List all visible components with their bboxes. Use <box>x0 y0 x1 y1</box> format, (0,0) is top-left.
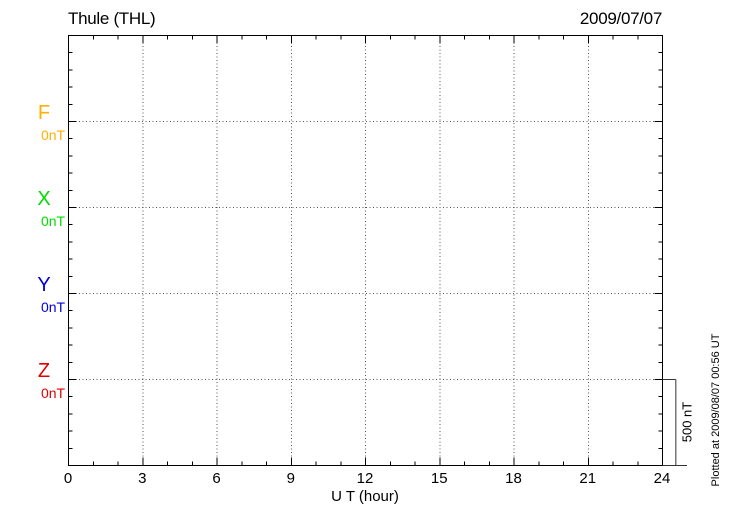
x-tick-label: 15 <box>430 470 448 487</box>
chart-title: Thule (THL) <box>68 9 156 28</box>
x-tick-label: 24 <box>653 470 671 487</box>
x-tick-label: 9 <box>286 470 295 487</box>
series-name-label: Y <box>37 274 51 296</box>
x-tick-label: 6 <box>212 470 221 487</box>
series-name-label: X <box>37 188 51 210</box>
x-tick-label: 12 <box>356 470 374 487</box>
series-baseline-label: 0nT <box>40 127 66 143</box>
series-name-label: Z <box>37 360 51 382</box>
x-tick-label: 3 <box>138 470 147 487</box>
series-baseline-label: 0nT <box>40 213 66 229</box>
plotted-at-note: Plotted at 2009/08/07 00:56 UT <box>710 333 722 487</box>
scale-bar-label: 500 nT <box>679 401 695 443</box>
series-name-label: F <box>37 102 51 124</box>
series-baseline-label: 0nT <box>40 385 66 401</box>
x-tick-label: 21 <box>579 470 597 487</box>
series-baseline-label: 0nT <box>40 299 66 315</box>
chart-date: 2009/07/07 <box>579 9 662 28</box>
x-tick-label: 0 <box>63 470 73 487</box>
x-tick-label: 18 <box>505 470 522 487</box>
x-axis-label: U T (hour) <box>331 488 399 505</box>
